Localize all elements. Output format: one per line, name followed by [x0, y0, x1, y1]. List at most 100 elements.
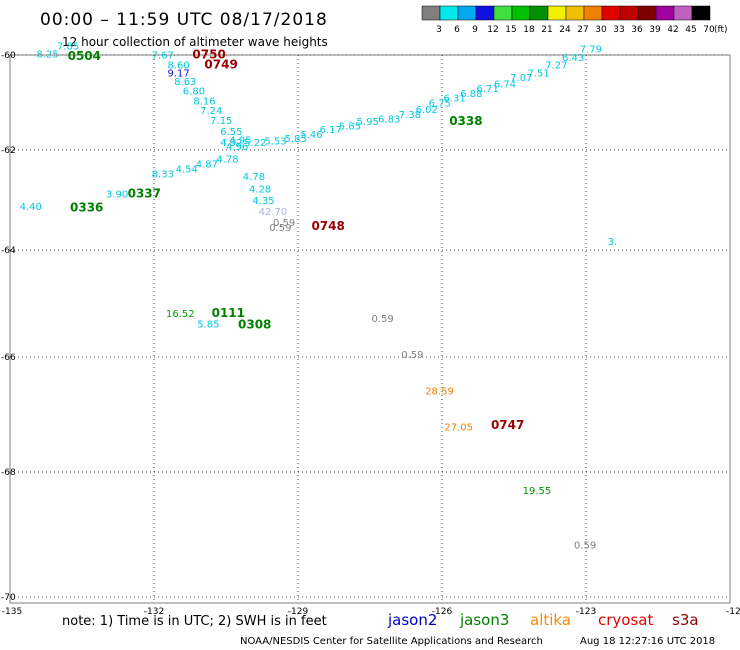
- footer-note: note: 1) Time is in UTC; 2) SWH is in fe…: [62, 614, 327, 629]
- wave-value-label: 0.59: [401, 350, 423, 361]
- wave-value-label: 7.15: [210, 116, 232, 127]
- wave-value-label: 6.88: [460, 89, 482, 100]
- legend-jason2: jason2: [387, 611, 437, 629]
- pass-time-label: 0504: [68, 49, 101, 63]
- y-tick-label: -62: [1, 146, 16, 156]
- footer-timestamp: Aug 18 12:27:16 UTC 2018: [580, 636, 715, 647]
- colorbar-swatch: [547, 5, 567, 21]
- colorbar-label: 36: [631, 25, 643, 35]
- colorbar-label: 24: [559, 25, 571, 35]
- wave-value-label: 8.33: [152, 170, 174, 181]
- grid-lines: [10, 54, 730, 603]
- colorbar-swatch: [673, 5, 693, 21]
- wave-value-label: 4.87: [196, 160, 218, 171]
- colorbar-label: 21: [541, 25, 552, 35]
- wave-value-label: 7.07: [510, 73, 532, 84]
- pass-time-label: 0750: [192, 47, 225, 61]
- wave-value-label: 5.85: [197, 320, 219, 331]
- legend-jason3: jason3: [459, 611, 509, 629]
- colorbar-swatch: [655, 5, 675, 21]
- pass-time-label: 0308: [238, 318, 271, 332]
- wave-value-label: 7.85: [57, 41, 79, 52]
- colorbar-label: 70: [703, 25, 715, 35]
- colorbar-swatch: [475, 5, 495, 21]
- legend-s3a: s3a: [672, 611, 699, 629]
- wave-value-label: 4.28: [249, 185, 271, 196]
- wave-value-label: 4.40: [20, 202, 42, 213]
- colorbar-label: 39: [649, 25, 661, 35]
- chart-title: 00:00 – 11:59 UTC 08/17/2018: [40, 10, 328, 30]
- wave-value-label: 6.71: [477, 84, 499, 95]
- wave-value-label: 8.25: [36, 49, 58, 60]
- wave-value-label: 0.59: [371, 314, 393, 325]
- wave-value-label: 6.02: [416, 105, 438, 116]
- y-tick-label: -68: [1, 468, 16, 478]
- colorbar-swatch: [619, 5, 639, 21]
- wave-value-label: 7.27: [545, 60, 567, 71]
- wave-value-label: 28.59: [425, 386, 454, 397]
- colorbar-unit: (ft): [714, 25, 728, 35]
- wave-value-label: 4.92: [220, 138, 242, 149]
- wave-value-label: 5.85: [285, 134, 307, 145]
- wave-value-label: 5.46: [300, 130, 322, 141]
- wave-value-label: 8.60: [167, 60, 189, 71]
- wave-value-label: 4.95: [229, 135, 251, 146]
- x-tick-label: -12(: [726, 607, 740, 617]
- wave-value-label: 4.78: [216, 155, 238, 166]
- chart-subtitle: 12 hour collection of altimeter wave hei…: [62, 35, 328, 49]
- pass-time-label: 0336: [70, 201, 103, 215]
- wave-value-label: 3.: [608, 237, 618, 248]
- wave-value-label: 5.85: [339, 122, 361, 133]
- wave-value-label: 6.74: [494, 79, 516, 90]
- colorbar-label: 42: [667, 25, 678, 35]
- wave-value-label: 8.63: [174, 77, 196, 88]
- wave-value-label: 6.43: [562, 53, 584, 64]
- wave-height-values: 8.257.85 7.678.609.178.636.808.167.247.15…: [20, 41, 618, 551]
- x-tick-label: -126: [432, 607, 453, 617]
- legend-altika: altika: [530, 611, 571, 629]
- colorbar-swatch: [601, 5, 621, 21]
- color-legend: 3 6 9 12 15 18 21 24 27 30 33 36 39 42 45 70 (ft): [421, 5, 728, 35]
- wave-value-label: 0.59: [574, 540, 596, 551]
- wave-value-label: 5.22: [244, 138, 266, 149]
- colorbar-swatch: [565, 5, 585, 21]
- x-tick-label: -129: [288, 607, 309, 617]
- wave-value-label: 7.38: [399, 110, 421, 121]
- wave-value-label: 19.55: [523, 486, 552, 497]
- colorbar-label: 9: [472, 25, 478, 35]
- wave-value-label: 4.96: [226, 142, 248, 153]
- wave-value-label: 6.17: [320, 125, 342, 136]
- footer-credit: NOAA/NESDIS Center for Satellite Applica…: [240, 636, 543, 647]
- wave-value-label: 6.31: [443, 94, 465, 105]
- colorbar-label: 12: [487, 25, 498, 35]
- wave-value-label: 5.95: [357, 117, 379, 128]
- wave-value-label: 6.55: [220, 127, 242, 138]
- wave-value-label: 8.16: [193, 96, 215, 107]
- pass-time-label: 0338: [449, 114, 482, 128]
- wave-value-label: 7.79: [580, 45, 602, 56]
- colorbar-swatch: [511, 5, 531, 21]
- wave-value-label: 0.59: [269, 223, 291, 234]
- colorbar-swatch: [493, 5, 513, 21]
- pass-time-label: 0747: [491, 418, 524, 432]
- wave-value-label: 6.83: [378, 114, 400, 125]
- wave-value-label: 4.54: [176, 165, 198, 176]
- y-tick-label: -60: [1, 51, 16, 61]
- wave-value-label: 7.67: [152, 50, 174, 61]
- wave-value-label: 6.75: [429, 98, 451, 109]
- wave-value-label: 27.05: [444, 423, 473, 434]
- colorbar-label: 15: [505, 25, 516, 35]
- colorbar-label: 3: [436, 25, 442, 35]
- colorbar-swatch: [637, 5, 657, 21]
- pass-time-label: 0749: [204, 57, 237, 71]
- colorbar-label: 18: [523, 25, 535, 35]
- wave-value-label: 7.24: [200, 106, 222, 117]
- colorbar-swatch: [457, 5, 477, 21]
- wave-value-label: 6.80: [183, 86, 205, 97]
- legend-cryosat: cryosat: [598, 611, 653, 629]
- pass-time-label: 0111: [212, 306, 245, 320]
- y-tick-label: -70: [1, 593, 16, 603]
